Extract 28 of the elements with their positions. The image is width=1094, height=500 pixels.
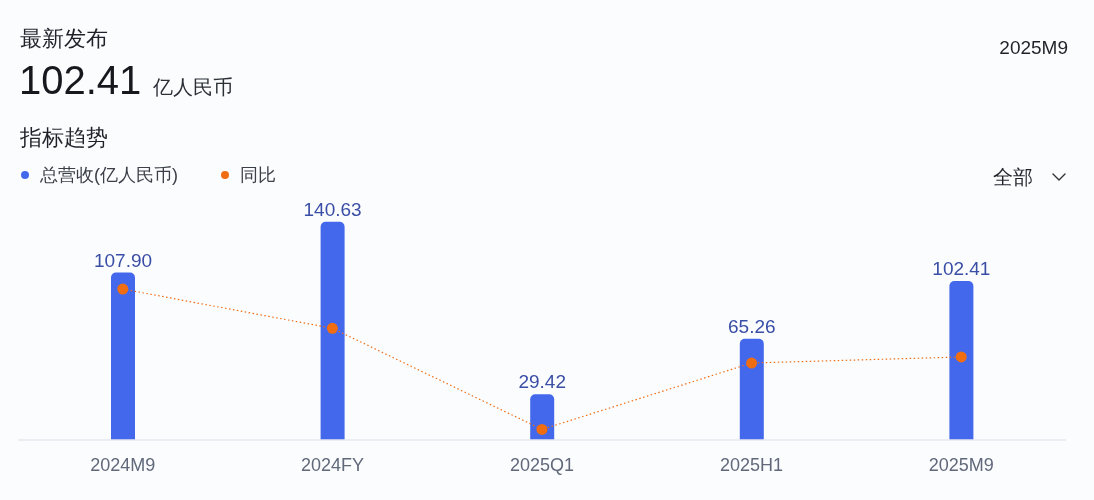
point: [326, 322, 338, 334]
point: [746, 357, 758, 369]
bar: [320, 221, 345, 440]
x-tick-label: 2024M9: [90, 454, 156, 475]
bar: [530, 394, 555, 440]
legend-label: 总营收(亿人民币): [40, 165, 178, 185]
data-label: 29.42: [518, 371, 566, 393]
x-tick-label: 2024FY: [300, 454, 364, 475]
bar: [949, 281, 974, 440]
text: 2025M9: [999, 37, 1068, 58]
x-tick-label: 2025H1: [720, 454, 784, 475]
text: 最新发布: [20, 26, 108, 51]
data-label: 65.26: [728, 315, 776, 337]
x-tick-label: 2025M9: [928, 454, 994, 475]
data-label: 107.90: [93, 249, 153, 271]
point: [536, 423, 548, 435]
chart-title: 指标趋势: [20, 125, 108, 150]
bar: [111, 272, 135, 440]
data-label: 140.63: [303, 198, 362, 220]
text: 亿人民币: [153, 76, 233, 98]
legend-label: 同比: [240, 165, 276, 185]
data-label: 102.41: [932, 258, 991, 280]
text: 全部: [993, 166, 1033, 188]
point: [117, 283, 129, 295]
text: 102.41: [19, 58, 142, 102]
x-tick-label: 2025Q1: [509, 454, 575, 475]
point: [955, 351, 967, 363]
bar: [739, 338, 764, 440]
